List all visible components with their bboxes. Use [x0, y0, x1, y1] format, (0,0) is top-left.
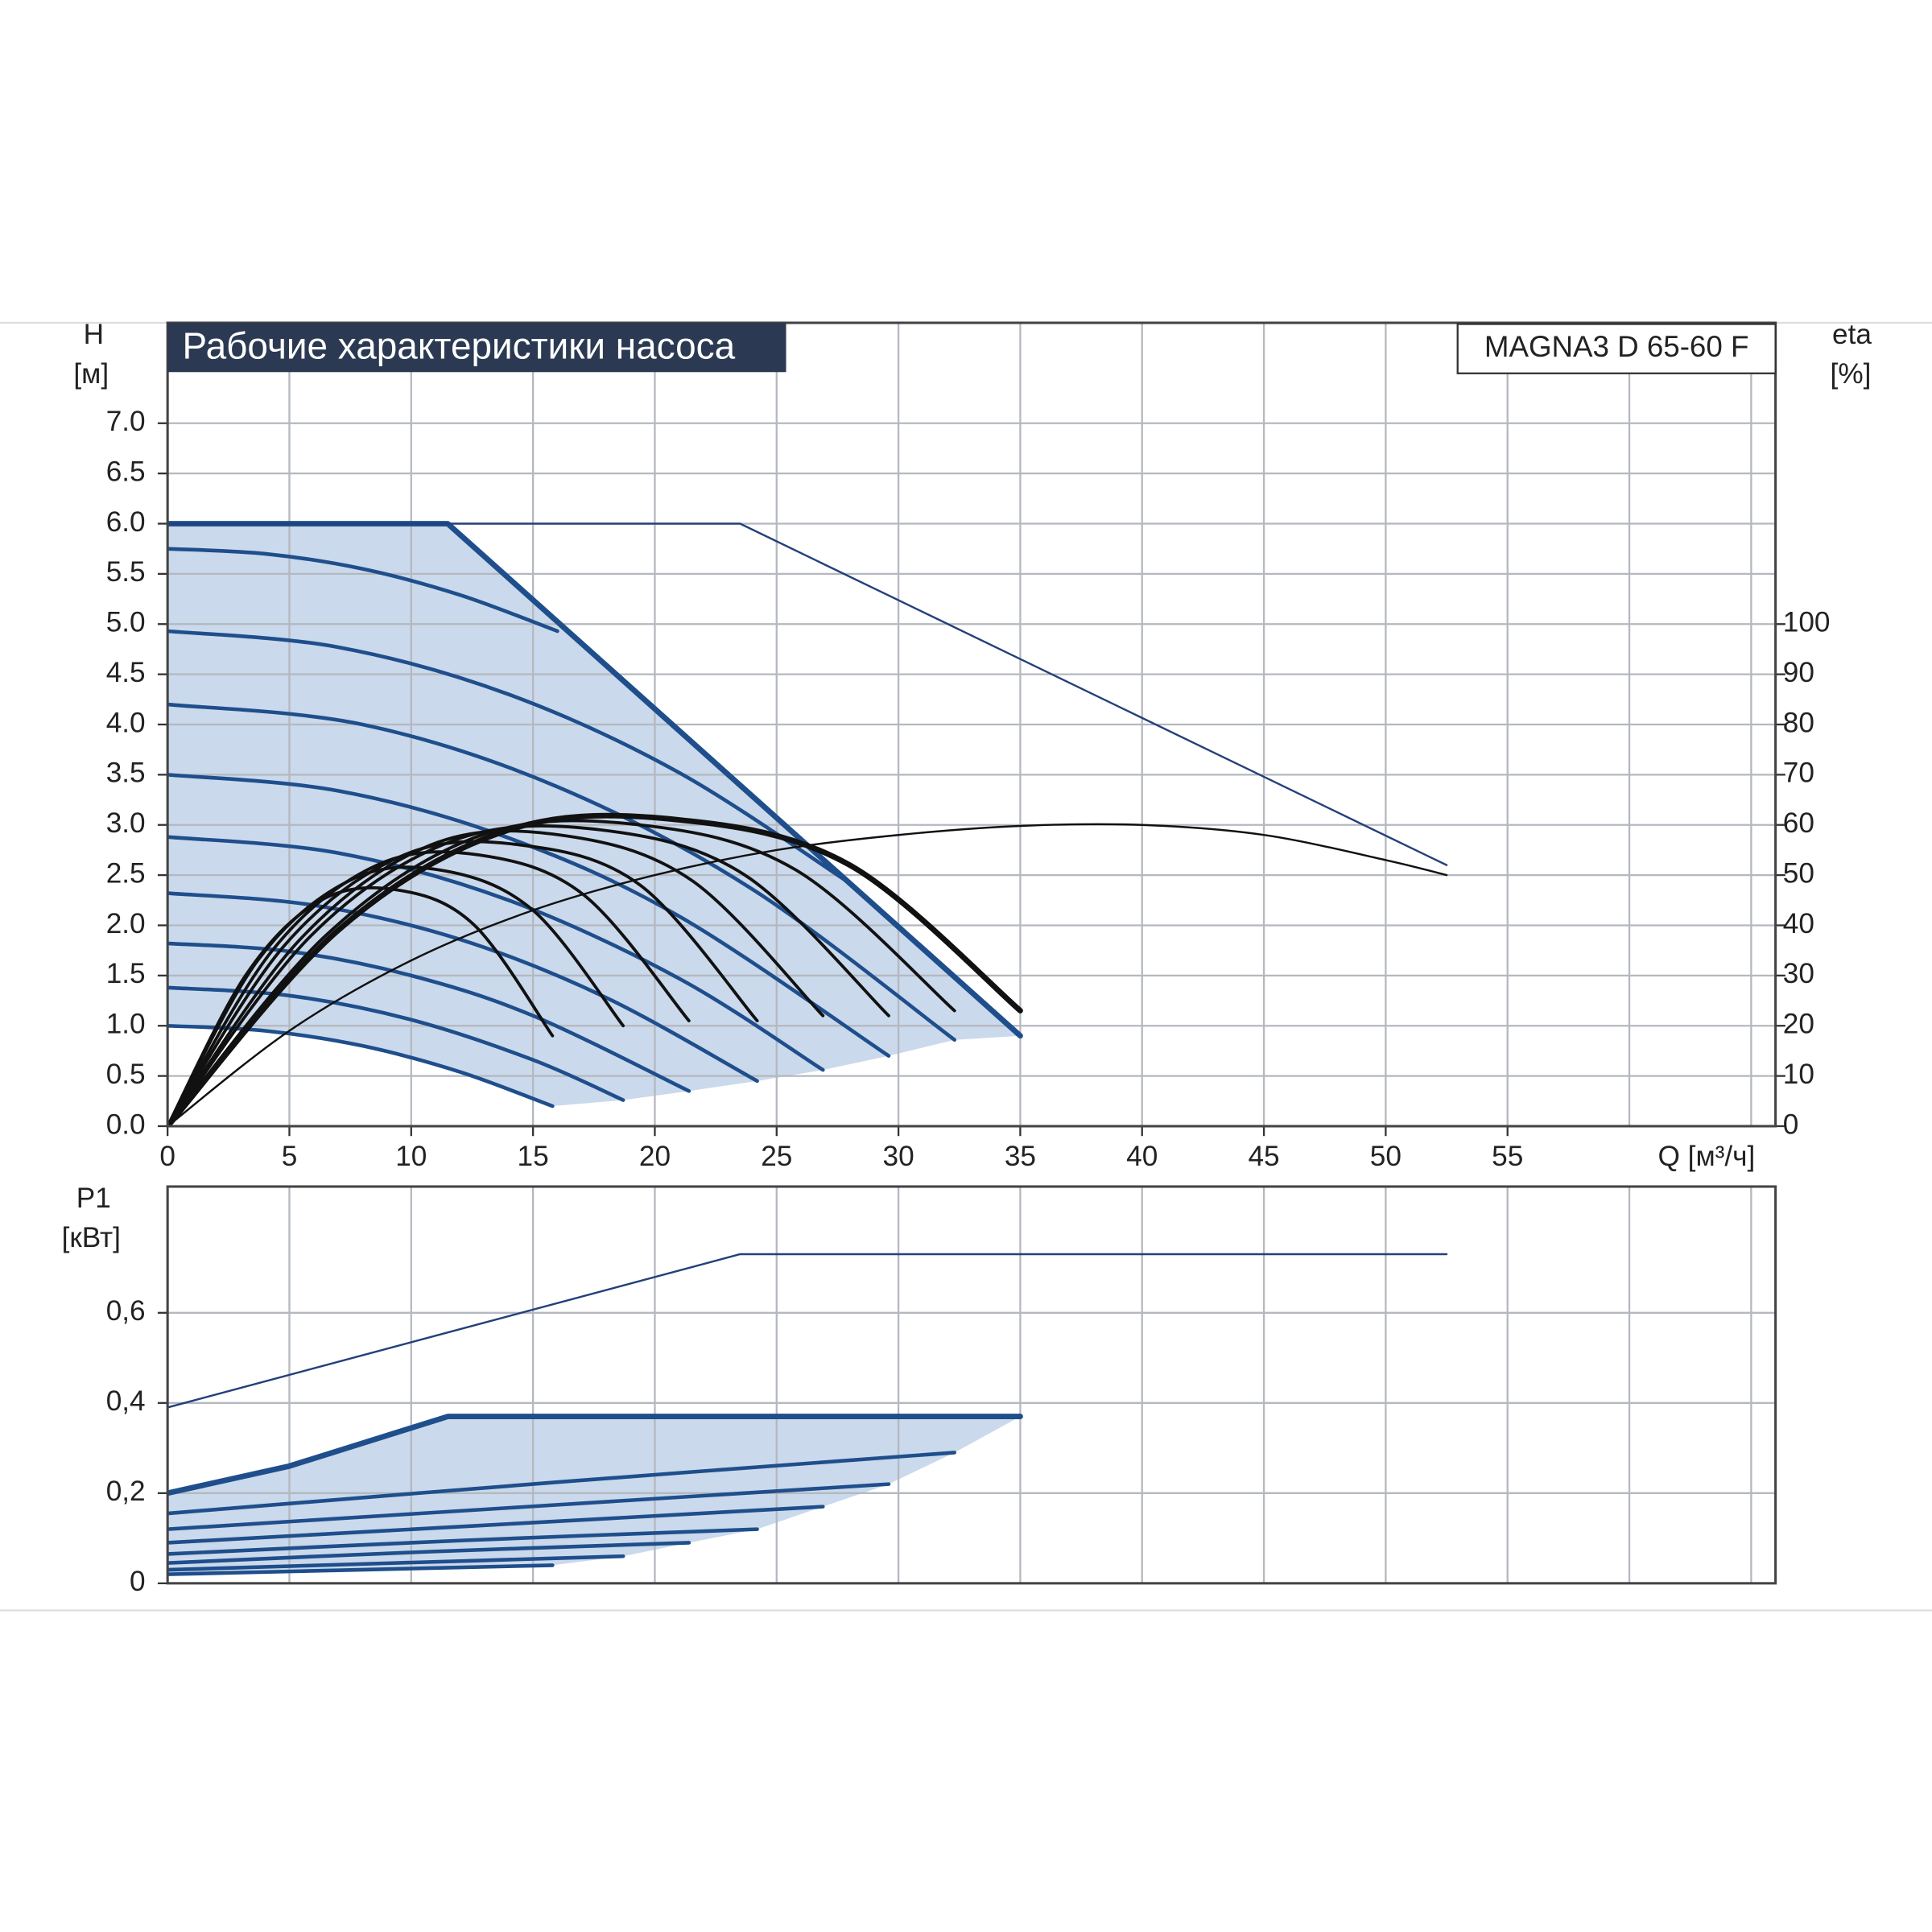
x-tick-label: 40	[1126, 1141, 1158, 1172]
y-tick-label: 3.0	[106, 807, 146, 839]
series-group	[167, 1253, 1448, 1576]
y2-tick-label: 30	[1783, 958, 1814, 989]
y-axis-unit: [кВт]	[62, 1222, 121, 1253]
y-tick-label: 5.5	[106, 556, 146, 588]
x-axis-label: Q [м³/ч]	[1658, 1141, 1756, 1172]
y-axis-label: P1	[76, 1183, 111, 1214]
curve	[167, 891, 759, 1084]
curve	[167, 941, 691, 1093]
y-tick-label: 4.5	[106, 657, 146, 688]
y2-tick-label: 80	[1783, 707, 1814, 738]
y-tick-label: 1.5	[106, 958, 146, 989]
y2-tick-label: 10	[1783, 1059, 1814, 1090]
x-tick-label: 0	[159, 1141, 175, 1172]
y2-axis-unit: [%]	[1831, 358, 1872, 390]
series-group	[167, 521, 1448, 1126]
plot-frame	[166, 1185, 1777, 1585]
x-tick-label: 30	[883, 1141, 914, 1172]
y2-tick-label: 0	[1783, 1108, 1799, 1140]
x-tick-label: 55	[1492, 1141, 1523, 1172]
y2-tick-label: 100	[1783, 607, 1831, 638]
y-tick-label: 5.0	[106, 607, 146, 638]
y2-tick-label: 40	[1783, 908, 1814, 939]
y-tick-label: 0.0	[106, 1108, 146, 1140]
y-axis-label: H	[84, 319, 104, 350]
curve	[167, 629, 852, 886]
y-tick-label: 0,6	[106, 1295, 146, 1327]
curve	[167, 773, 891, 1058]
y-tick-label: 0,2	[106, 1476, 146, 1507]
curve	[167, 1253, 1448, 1409]
x-tick-label: 45	[1248, 1141, 1279, 1172]
x-tick-label: 5	[282, 1141, 298, 1172]
y-tick-label: 7.0	[106, 406, 146, 437]
y-tick-label: 0.5	[106, 1059, 146, 1090]
y-tick-label: 6.0	[106, 506, 146, 538]
y-tick-label: 4.0	[106, 707, 146, 738]
y-tick-label: 2.0	[106, 908, 146, 939]
y-tick-label: 3.5	[106, 758, 146, 789]
plot-1: 0 0,2 0,4 0,6 P1 [кВт]	[62, 1183, 1777, 1597]
chart-root: 0.0 0.5 1.0 1.5 2.0 2.5 3.0 3.5 4.0 4.5 5.0 5.5 6.0 6…	[0, 319, 1932, 1612]
curve	[167, 850, 691, 1126]
plot-frame	[166, 321, 1777, 1128]
curve	[167, 1451, 956, 1516]
curve	[167, 1541, 691, 1565]
y-tick-label: 0	[130, 1566, 146, 1597]
x-tick-label: 50	[1370, 1141, 1402, 1172]
y-tick-label: 2.5	[106, 857, 146, 889]
y-tick-label: 1.0	[106, 1009, 146, 1040]
curve	[167, 835, 825, 1072]
title-box	[167, 323, 786, 373]
model-name: MAGNA3 D 65-60 F	[1484, 330, 1749, 363]
x-tick-label: 35	[1005, 1141, 1036, 1172]
y2-tick-label: 90	[1783, 657, 1814, 688]
y2-tick-label: 60	[1783, 807, 1814, 839]
curve	[167, 1563, 555, 1576]
x-tick-label: 25	[761, 1141, 792, 1172]
y2-tick-label: 50	[1783, 857, 1814, 889]
curve	[167, 1414, 1023, 1496]
curve	[167, 985, 625, 1102]
y2-axis-label: eta	[1832, 319, 1872, 350]
curve	[167, 522, 1448, 866]
curve	[167, 702, 956, 1042]
curve	[167, 812, 1023, 1126]
curve	[167, 1505, 825, 1545]
y2-tick-label: 70	[1783, 758, 1814, 789]
operating-area	[167, 1416, 1021, 1575]
x-tick-label: 15	[518, 1141, 549, 1172]
model-box	[1456, 323, 1777, 374]
curve	[167, 1554, 625, 1572]
plot-0: 0.0 0.5 1.0 1.5 2.0 2.5 3.0 3.5 4.0 4.5 5.0 5.5 6.0 6…	[73, 319, 1872, 1172]
y-axis-unit: [м]	[73, 358, 109, 390]
curve	[167, 547, 559, 634]
y-tick-label: 6.5	[106, 456, 146, 487]
x-tick-label: 20	[639, 1141, 671, 1172]
y-tick-label: 0,4	[106, 1385, 146, 1417]
y2-tick-label: 20	[1783, 1009, 1814, 1040]
curve	[167, 823, 1448, 1126]
x-tick-label: 10	[395, 1141, 427, 1172]
chart-title: Рабочие характеристики насоса	[183, 324, 736, 366]
curve	[167, 1482, 891, 1531]
curve	[167, 1527, 759, 1556]
